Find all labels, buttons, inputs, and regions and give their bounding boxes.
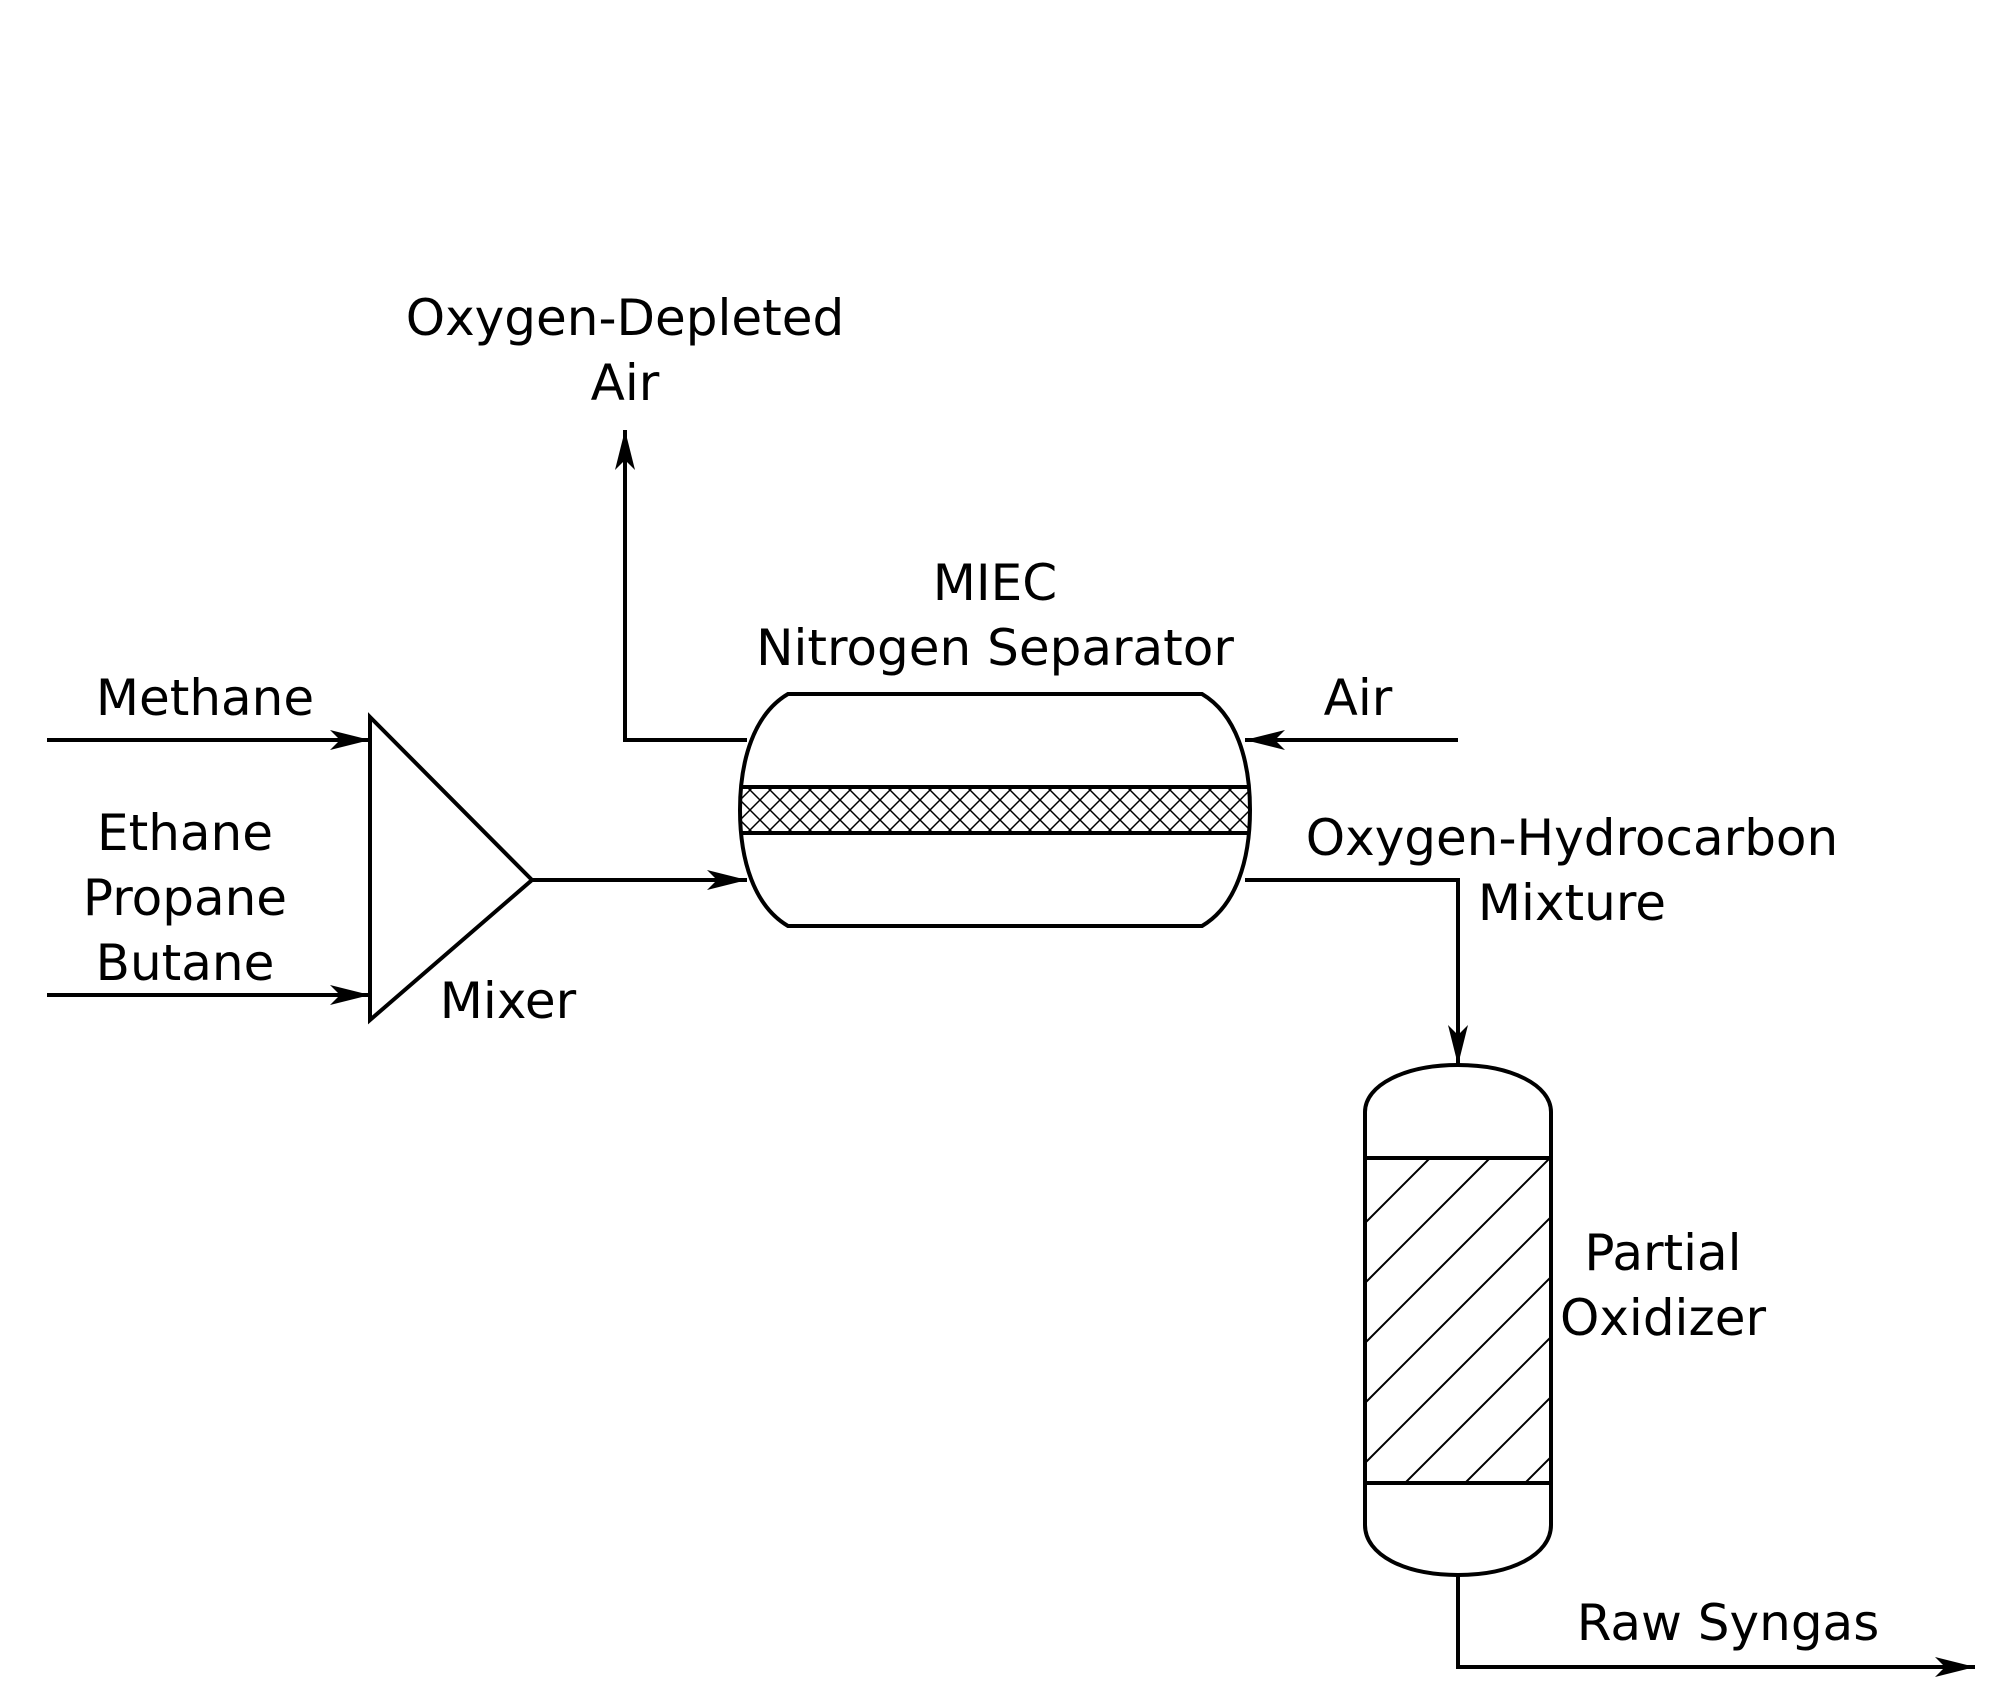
- oxygen-depleted-air-line: [615, 430, 747, 742]
- air-label: Air: [1324, 669, 1393, 727]
- partial-oxidizer: [1363, 1062, 1553, 1578]
- miec-label-2: Nitrogen Separator: [756, 619, 1234, 677]
- oxygen-hydrocarbon-mixture-line: [1245, 878, 1468, 1065]
- butane-label: Butane: [96, 934, 275, 992]
- ethane-label: Ethane: [97, 804, 273, 862]
- raw-syngas-line: [1456, 1575, 1975, 1677]
- raw-syngas-label: Raw Syngas: [1577, 1594, 1880, 1652]
- mixer-label: Mixer: [440, 972, 577, 1030]
- catalyst-bed-hatching: [1365, 1158, 1550, 1483]
- oxygen-depleted-air-label-1: Oxygen-Depleted: [406, 289, 845, 347]
- oxygen-depleted-air-label-2: Air: [591, 354, 660, 412]
- propane-label: Propane: [83, 869, 287, 927]
- partial-oxidizer-label-1: Partial: [1584, 1224, 1741, 1282]
- miec-label-1: MIEC: [933, 554, 1057, 612]
- methane-label: Methane: [96, 669, 314, 727]
- miec-separator: [737, 692, 1253, 928]
- oxygen-hydrocarbon-label-1: Oxygen-Hydrocarbon: [1306, 809, 1838, 867]
- oxygen-hydrocarbon-label-2: Mixture: [1478, 874, 1666, 932]
- miec-membrane: [740, 787, 1250, 833]
- mixer-symbol: [368, 712, 535, 1025]
- partial-oxidizer-label-2: Oxidizer: [1560, 1289, 1766, 1347]
- partial-oxidizer-vessel: [1363, 1062, 1553, 1578]
